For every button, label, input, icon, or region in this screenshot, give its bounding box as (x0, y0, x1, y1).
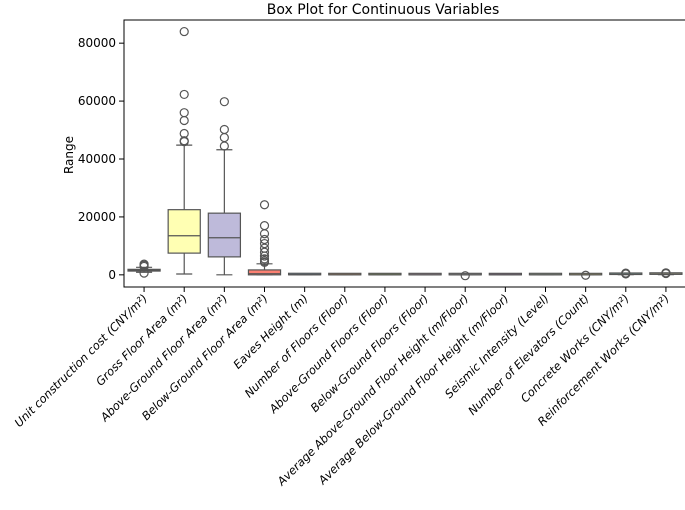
outlier-point (259, 221, 270, 231)
y-axis-label: Range (62, 136, 76, 174)
outlier-point (139, 261, 149, 272)
outlier-point (219, 124, 229, 135)
box-1 (127, 259, 161, 278)
plot-frame (123, 19, 685, 288)
box-5 (287, 272, 322, 276)
outlier-point (259, 238, 270, 249)
box-3 (207, 97, 242, 276)
outlier-point (661, 268, 671, 279)
box-11 (528, 272, 563, 276)
y-tick-label: 20000 (78, 210, 116, 224)
y-tick-label: 60000 (78, 94, 116, 108)
outlier-point (179, 108, 189, 118)
y-tick-label: 0 (108, 268, 116, 282)
box-10 (488, 272, 523, 276)
outlier-point (259, 200, 270, 210)
outlier-point (179, 26, 189, 37)
box-14 (649, 268, 683, 279)
box-body (247, 269, 282, 276)
box-13 (609, 268, 643, 279)
box-body (167, 209, 201, 254)
box-body (207, 212, 242, 258)
outlier-point (259, 257, 270, 267)
box-9 (448, 271, 482, 281)
box-12 (568, 270, 603, 280)
outlier-point (139, 268, 149, 278)
outlier-point (179, 115, 189, 126)
outlier-point (581, 270, 591, 280)
outlier-point (259, 234, 270, 245)
x-category-label: Average Below-Ground Floor Height (m/Flo… (315, 291, 512, 488)
chart-title: Box Plot for Continuous Variables (267, 2, 500, 18)
outlier-point (259, 251, 270, 261)
y-tick-label: 40000 (78, 152, 116, 166)
box-8 (408, 272, 442, 276)
outlier-point (219, 97, 229, 107)
outlier-point (179, 89, 189, 100)
outlier-point (219, 141, 229, 151)
outlier-point (259, 229, 270, 239)
box-6 (328, 272, 362, 276)
outlier-point (460, 271, 470, 281)
y-tick-label: 80000 (78, 36, 116, 50)
box-4 (247, 200, 282, 276)
outlier-point (621, 269, 631, 279)
outlier-point (179, 137, 189, 147)
box-7 (368, 272, 402, 276)
x-category-label: Eaves Height (m) (230, 291, 310, 371)
box-2 (167, 26, 201, 275)
outlier-point (259, 247, 270, 257)
outlier-point (219, 132, 229, 143)
